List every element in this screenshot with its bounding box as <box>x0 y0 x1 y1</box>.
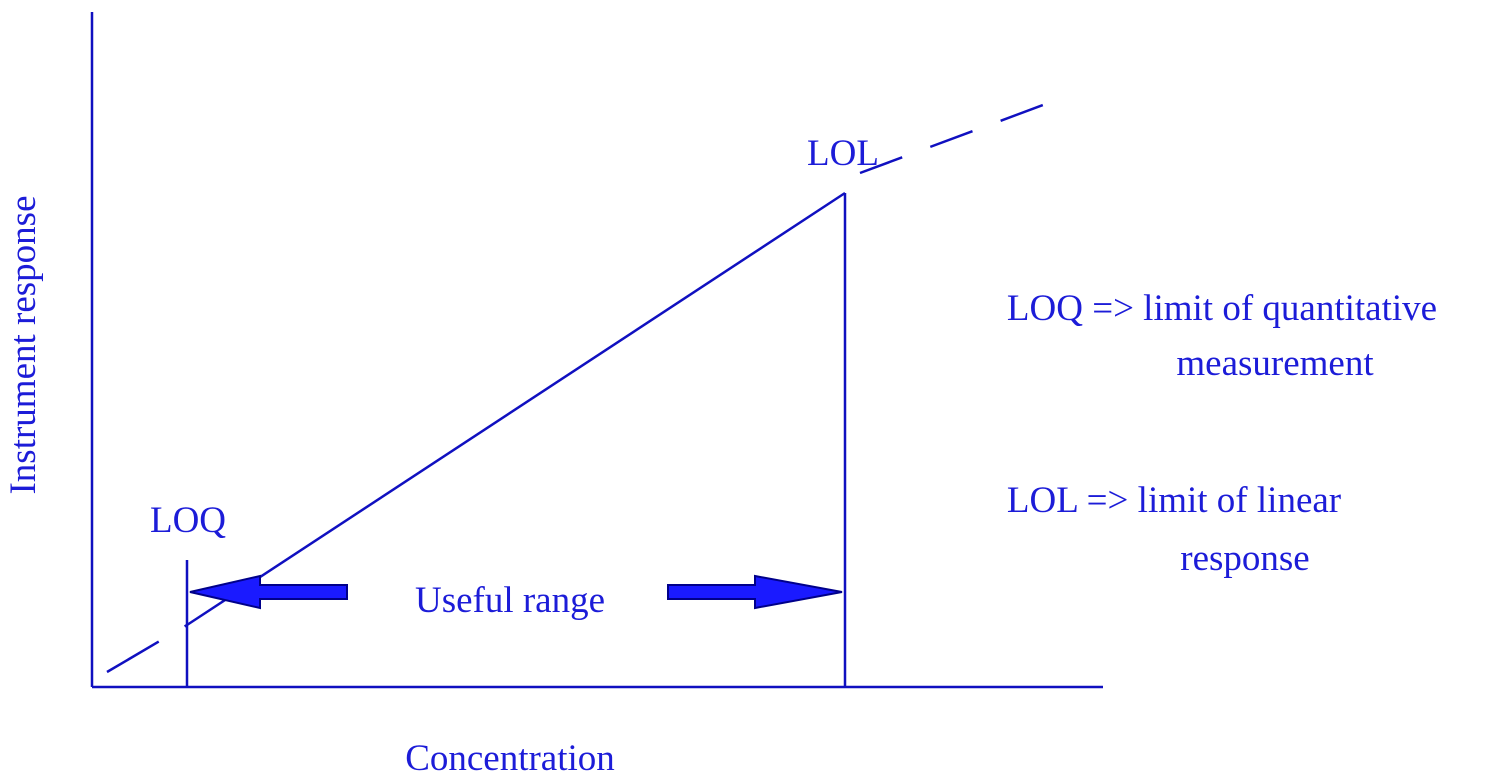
range-label: Useful range <box>415 580 605 621</box>
left-arrow <box>189 574 348 610</box>
nonlinear-extension <box>859 93 1071 175</box>
note-line: LOQ => limit of quantitative <box>1007 288 1437 329</box>
extrapolation <box>106 623 188 674</box>
note-line: response <box>1180 538 1309 579</box>
lol-label: LOL <box>807 133 879 174</box>
right-arrow <box>667 574 843 610</box>
linear-response <box>186 191 846 627</box>
x-axis-label: Concentration <box>405 738 615 776</box>
note-line: LOL => limit of linear <box>1007 480 1341 521</box>
y-axis-label: Instrument response <box>3 195 44 494</box>
note-line: measurement <box>1176 343 1374 384</box>
loq-label: LOQ <box>150 500 226 541</box>
